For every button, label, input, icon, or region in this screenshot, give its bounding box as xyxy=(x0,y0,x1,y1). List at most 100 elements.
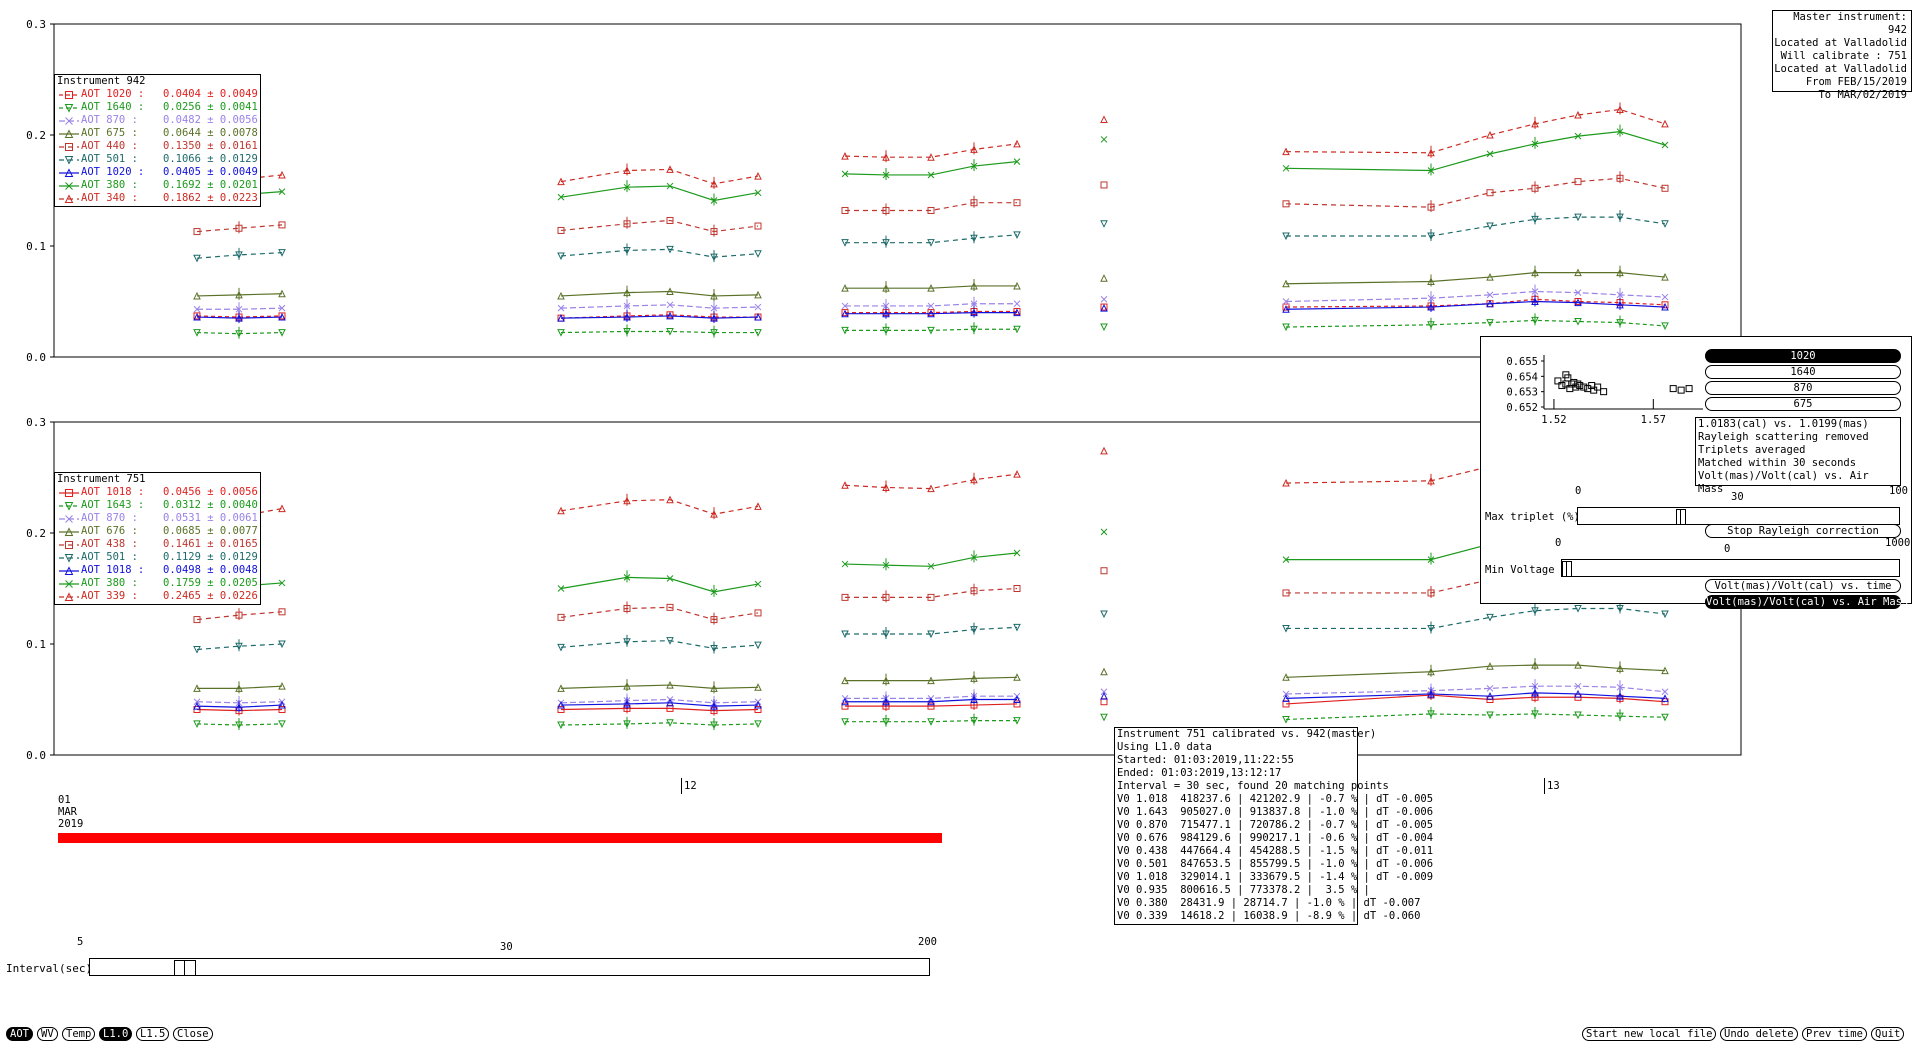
legend-marker xyxy=(59,541,79,549)
l1-5-button[interactable]: L1.5 xyxy=(136,1027,170,1041)
point-marker xyxy=(1486,613,1494,622)
quit-button[interactable]: Quit xyxy=(1871,1027,1905,1041)
interval-slider-thumb[interactable] xyxy=(173,960,196,976)
point-marker xyxy=(278,504,286,513)
close-button[interactable]: Close xyxy=(173,1027,213,1041)
point-marker xyxy=(754,312,762,321)
legend-value: 0.1066 ± 0.0129 xyxy=(163,153,258,165)
aot-button[interactable]: AOT xyxy=(6,1027,33,1041)
scatter-x-label: 1.57 xyxy=(1641,414,1666,426)
point-marker xyxy=(1616,319,1624,327)
legend-value: 0.0644 ± 0.0078 xyxy=(163,127,258,139)
point-marker xyxy=(623,288,631,297)
point-marker xyxy=(927,630,935,639)
max-triplet-slider[interactable] xyxy=(1577,507,1900,525)
series-line xyxy=(560,576,759,593)
y-tick-label: 0.0 xyxy=(26,749,46,762)
interval-slider[interactable] xyxy=(89,958,930,976)
scatter-point xyxy=(1572,383,1580,391)
point-marker xyxy=(65,489,73,497)
series-line xyxy=(560,707,759,712)
point-marker xyxy=(193,305,201,313)
point-marker xyxy=(970,308,978,317)
point-marker xyxy=(557,304,565,312)
point-marker xyxy=(754,502,762,510)
wavelength-button-1020[interactable]: 1020 xyxy=(1705,349,1901,363)
legend-entry: AOT 501 : 0.1129 ± 0.0129 xyxy=(55,551,260,564)
point-marker xyxy=(1427,624,1435,633)
max-triplet-max: 100 xyxy=(1889,485,1908,497)
legend-marker xyxy=(59,129,79,138)
point-marker xyxy=(278,289,286,298)
point-marker xyxy=(927,676,935,685)
point-marker xyxy=(1013,717,1021,725)
point-marker xyxy=(970,554,978,561)
max-triplet-thumb[interactable] xyxy=(1675,509,1686,525)
start-new-local-file-button[interactable]: Start new local file xyxy=(1582,1027,1717,1041)
wavelength-button-870[interactable]: 870 xyxy=(1705,381,1901,395)
point-marker xyxy=(927,326,935,335)
prev-time-button[interactable]: Prev time xyxy=(1802,1027,1867,1041)
point-marker xyxy=(666,216,674,224)
info-line: Located at Valladolid xyxy=(1774,63,1907,75)
volt-vs-time-button[interactable]: Volt(mas)/Volt(cal) vs. time xyxy=(1705,579,1901,593)
scatter-point xyxy=(1677,386,1685,394)
point-marker xyxy=(927,284,935,292)
l1-0-button[interactable]: L1.0 xyxy=(99,1027,133,1041)
point-marker xyxy=(710,702,718,710)
info-line: Master instrument: 942 xyxy=(1793,11,1907,36)
timeline-track[interactable] xyxy=(58,833,1758,843)
series-line xyxy=(844,143,1018,158)
temp-button[interactable]: Temp xyxy=(62,1027,96,1041)
point-marker xyxy=(1486,130,1494,139)
point-marker xyxy=(1486,299,1494,308)
wv-button[interactable]: WV xyxy=(37,1027,58,1041)
timeline-bar[interactable] xyxy=(58,833,942,843)
point-marker xyxy=(1282,200,1290,208)
point-marker xyxy=(1013,700,1021,708)
point-marker xyxy=(235,684,243,692)
legend-entry: AOT 440 : 0.1350 ± 0.0161 xyxy=(55,140,260,153)
legend-label: AOT 1643 : xyxy=(81,499,145,511)
min-voltage-max: 1000 xyxy=(1885,537,1911,549)
point-marker xyxy=(1427,321,1435,329)
point-marker xyxy=(64,527,74,536)
point-marker xyxy=(841,326,849,335)
point-marker xyxy=(1100,295,1108,303)
point-marker xyxy=(623,574,631,581)
wavelength-button-1640[interactable]: 1640 xyxy=(1705,365,1901,379)
scatter-point xyxy=(1562,380,1570,388)
point-marker xyxy=(623,302,631,310)
legend-entry: AOT 340 : 0.1862 ± 0.0223 xyxy=(55,192,260,205)
point-marker xyxy=(841,718,849,726)
min-voltage-thumb[interactable] xyxy=(1562,561,1572,577)
calibration-results-box: Instrument 751 calibrated vs. 942(master… xyxy=(1114,727,1434,925)
point-marker xyxy=(1574,711,1582,720)
scatter-y-label: 0.654 xyxy=(1506,371,1538,383)
series-line xyxy=(560,290,759,297)
point-marker xyxy=(1574,604,1582,613)
point-marker xyxy=(1427,710,1435,719)
legend-marker xyxy=(59,592,79,601)
undo-delete-button[interactable]: Undo delete xyxy=(1720,1027,1798,1041)
y-tick-label: 0.0 xyxy=(26,351,46,364)
point-marker xyxy=(882,483,890,491)
wavelength-button-675[interactable]: 675 xyxy=(1705,397,1901,411)
legend-value: 0.1862 ± 0.0223 xyxy=(163,192,258,204)
point-marker xyxy=(65,91,73,99)
point-marker xyxy=(882,239,890,247)
point-marker xyxy=(970,626,978,634)
min-voltage-slider[interactable] xyxy=(1561,559,1900,577)
point-marker xyxy=(754,189,762,197)
point-marker xyxy=(623,496,631,505)
point-marker xyxy=(193,329,201,337)
point-marker xyxy=(710,314,718,322)
point-marker xyxy=(278,188,286,195)
point-marker xyxy=(623,246,631,255)
result-line: V0 0.676 984129.6 | 990217.1 | -0.6 % | … xyxy=(1117,832,1434,844)
stop-rayleigh-button[interactable]: Stop Rayleigh correction xyxy=(1705,524,1901,538)
point-marker xyxy=(1661,301,1669,309)
series-aot-1018 xyxy=(193,685,1669,713)
point-marker xyxy=(710,304,718,312)
volt-vs-airmass-button[interactable]: Volt(mas)/Volt(cal) vs. Air Mass xyxy=(1705,595,1909,609)
